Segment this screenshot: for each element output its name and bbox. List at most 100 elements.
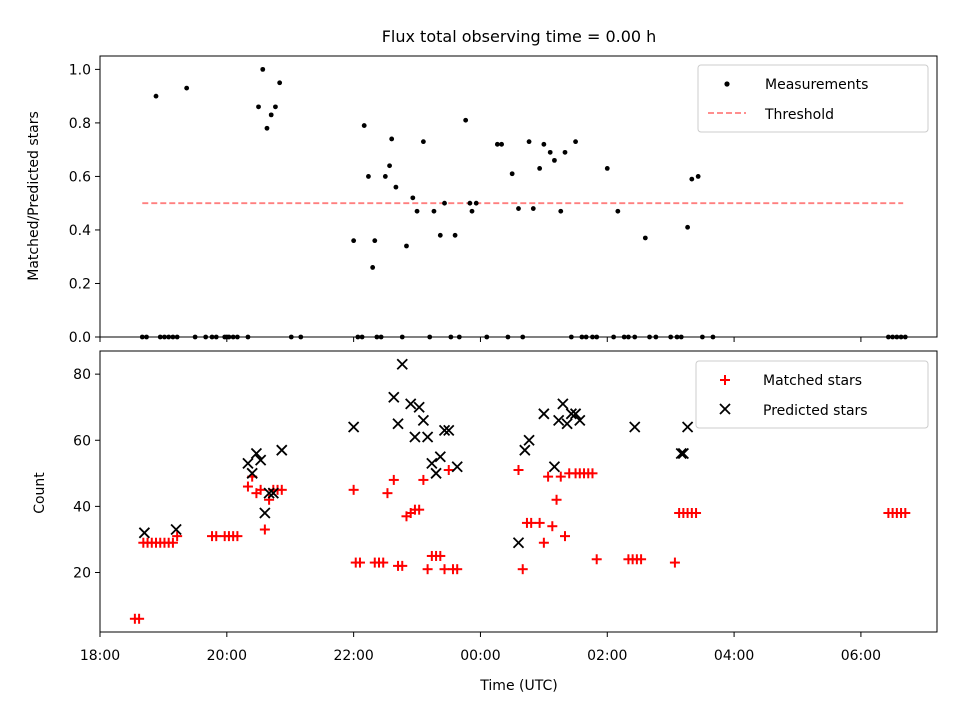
x-axis-label: Time (UTC): [479, 678, 557, 694]
measurement-point: [420, 139, 426, 145]
measurement-point: [170, 334, 176, 340]
predicted-star-point: [396, 358, 408, 370]
measurement-point: [494, 141, 500, 147]
x-tick-label: 06:00: [841, 648, 881, 664]
x-tick-label: 20:00: [207, 648, 247, 664]
measurement-point: [162, 334, 167, 340]
measurement-point: [387, 163, 392, 169]
measurement-point: [626, 334, 631, 340]
measurement-point: [611, 334, 617, 340]
measurement-point: [583, 334, 589, 340]
predicted-star-point: [250, 447, 263, 460]
measurement-point: [604, 166, 610, 171]
matched-star-point: [517, 564, 528, 575]
matched-star-point: [526, 517, 537, 528]
matched-star-point: [587, 468, 598, 479]
matched-star-point: [232, 531, 243, 542]
measurement-point: [568, 334, 574, 340]
predicted-star-point: [267, 487, 279, 499]
legend-measurements-marker: [724, 81, 730, 87]
matched-star-point: [382, 488, 393, 499]
bottom-x-ticks: 18:00 20:00 22:00 00:00 02:00 04:00 06:00: [80, 632, 881, 664]
measurement-point: [484, 334, 490, 340]
predicted-star-point: [677, 447, 690, 460]
bottom-y-ticks: 20 40 60 80: [73, 367, 100, 581]
measurement-point: [355, 334, 361, 340]
measurement-point: [273, 104, 278, 110]
predicted-star-point: [347, 421, 360, 433]
legend-matched-marker: [720, 375, 730, 385]
measurement-point: [890, 334, 896, 340]
predicted-star-point: [451, 461, 463, 473]
predicted-star-point: [438, 424, 451, 436]
predicted-star-point: [409, 431, 421, 443]
measurement-point: [902, 334, 908, 340]
top-plot-marks: [139, 66, 908, 340]
measurement-point: [234, 334, 240, 340]
top-y-tick-label: 1.0: [69, 62, 91, 78]
predicted-star-point: [538, 408, 550, 420]
measurement-point: [192, 334, 198, 340]
matched-star-point: [452, 564, 463, 575]
predicted-star-point: [263, 487, 275, 499]
measurement-point: [374, 334, 380, 340]
predicted-star-point: [569, 408, 582, 420]
measurement-point: [647, 334, 652, 340]
x-tick-label: 04:00: [714, 648, 754, 664]
matched-star-point: [560, 531, 570, 542]
measurement-point: [427, 334, 433, 340]
measurement-point: [209, 334, 215, 340]
predicted-star-point: [629, 421, 641, 433]
measurement-point: [467, 200, 473, 206]
top-y-ticks: 0.0 0.2 0.4 0.6 0.8 1.0: [69, 62, 100, 346]
measurement-point: [213, 334, 219, 340]
measurement-point: [674, 334, 680, 340]
top-panel: 0.0 0.2 0.4 0.6 0.8 1.0 Matched/Predicted sta…: [26, 55, 938, 346]
measurement-point: [351, 238, 357, 244]
measurement-point: [256, 104, 261, 110]
predicted-star-point: [170, 523, 182, 536]
predicted-star-point: [434, 451, 446, 463]
matched-star-point: [538, 537, 549, 548]
measurement-point: [621, 334, 627, 340]
measurement-point: [264, 125, 270, 131]
predicted-star-point: [548, 461, 561, 473]
measurement-point: [530, 206, 536, 211]
bottom-panel: 20 40 60 80 18:00 20:00 22:00 00:00 02:00 04:00 0…: [32, 350, 938, 694]
measurement-point: [898, 334, 904, 340]
measurement-point: [410, 195, 416, 201]
predicted-star-point: [413, 401, 425, 413]
measurement-point: [166, 334, 172, 340]
matched-star-point: [348, 484, 359, 495]
predicted-star-point: [574, 414, 586, 427]
matched-star-point: [551, 494, 562, 505]
predicted-star-point: [681, 421, 694, 433]
predicted-star-point: [242, 457, 254, 470]
measurement-point: [184, 85, 190, 91]
x-tick-label: 22:00: [333, 648, 373, 664]
legend-threshold-label: Threshold: [764, 107, 834, 123]
measurement-point: [389, 136, 395, 142]
matched-star-point: [172, 531, 183, 542]
measurement-point: [558, 208, 564, 214]
matched-star-point: [242, 481, 253, 492]
bottom-y-tick-label: 60: [73, 433, 91, 449]
measurement-point: [153, 93, 159, 99]
matched-star-point: [414, 504, 425, 515]
matched-star-point: [134, 613, 145, 624]
measurement-point: [452, 232, 458, 238]
measurement-point: [224, 334, 230, 340]
measurement-point: [260, 66, 266, 72]
measurement-point: [174, 334, 180, 340]
bottom-y-axis-label: Count: [32, 472, 48, 514]
measurement-point: [404, 243, 409, 249]
measurement-point: [885, 334, 891, 340]
x-tick-label: 02:00: [587, 648, 627, 664]
matched-star-point: [636, 554, 647, 565]
bottom-y-tick-label: 40: [73, 499, 91, 515]
measurement-point: [516, 206, 521, 211]
bottom-plot-marks: [129, 358, 911, 624]
measurement-point: [288, 334, 294, 340]
predicted-star-point: [426, 457, 438, 470]
